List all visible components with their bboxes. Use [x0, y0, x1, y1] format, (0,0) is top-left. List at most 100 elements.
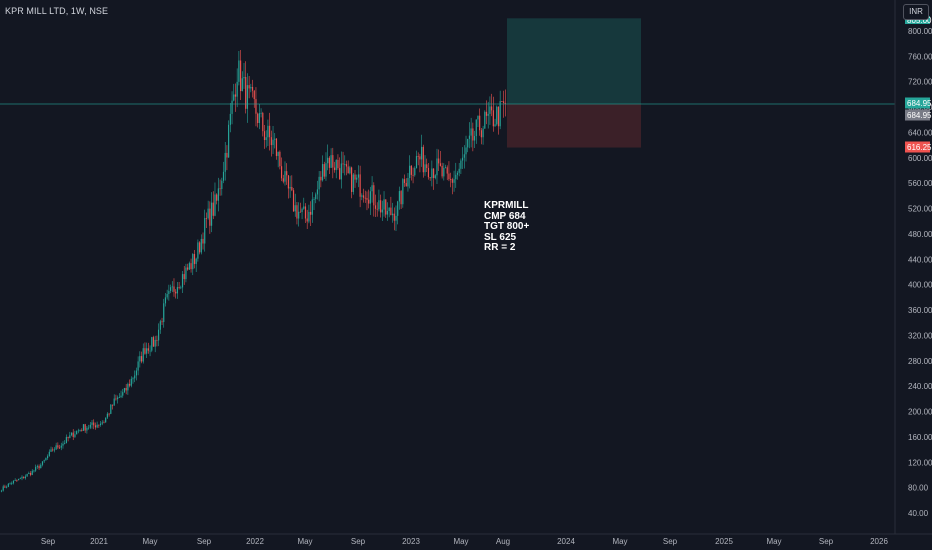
note-line-risk-reward: RR = 2: [484, 242, 516, 253]
candle-body: [262, 112, 264, 132]
candle-body: [200, 238, 202, 253]
candle-body: [243, 76, 245, 79]
candle-body: [260, 112, 262, 114]
candle-body: [480, 130, 482, 138]
candle-body: [12, 480, 15, 484]
stop-loss-zone[interactable]: [507, 103, 641, 148]
candle-body: [492, 110, 494, 127]
candle-body: [60, 445, 62, 448]
candle-body: [226, 152, 228, 158]
candle-body: [195, 258, 197, 264]
symbol-title: KPR MILL LTD, 1W, NSE: [5, 6, 109, 16]
candle-body: [154, 339, 156, 347]
note-line-target: TGT 800+: [484, 221, 530, 232]
candle-body: [378, 200, 380, 210]
candle-body: [460, 160, 462, 169]
candle-body: [330, 155, 332, 168]
candle-body: [475, 119, 477, 137]
candle-body: [158, 329, 160, 341]
price-axis[interactable]: 40.00 80.00 120.00 160.00 200.00 240.00 280.00…: [908, 27, 932, 518]
candle-body: [190, 263, 192, 270]
candle-body: [55, 445, 57, 450]
candle-body: [255, 99, 257, 114]
candle-body: [477, 115, 479, 120]
candle-body: [77, 430, 79, 432]
candle-body: [354, 174, 356, 180]
candle-body: [311, 199, 313, 215]
candle-body: [349, 167, 351, 174]
candle-body: [426, 164, 428, 169]
y-tick-label: 280.00: [908, 357, 932, 366]
candle-body: [253, 90, 255, 100]
candle-body: [62, 443, 64, 446]
candle-body: [412, 174, 414, 176]
candle-body: [4, 486, 6, 488]
candle-body: [241, 78, 243, 92]
candle-body: [185, 267, 187, 280]
candle-body: [26, 474, 28, 477]
candle-body: [98, 424, 100, 426]
candle-body: [443, 167, 445, 177]
candle-body: [373, 185, 375, 206]
candle-body: [149, 350, 151, 352]
time-axis[interactable]: Sep 2021 May Sep 2022 May Sep 2023 May Aug 2024 May…: [41, 537, 889, 546]
x-tick-label: Sep: [819, 537, 834, 546]
y-tick-label: 480.00: [908, 230, 932, 239]
candle-body: [79, 430, 81, 431]
y-tick-label: 800.00: [908, 27, 932, 36]
candle-body: [103, 422, 105, 424]
price-tag-box: [905, 141, 930, 153]
candle-body: [82, 424, 85, 431]
candle-body: [364, 197, 366, 199]
candle-body: [482, 128, 484, 138]
candle-body: [105, 417, 107, 423]
target-zone[interactable]: [507, 18, 641, 104]
candle-body: [139, 356, 141, 362]
x-tick-label: May: [612, 537, 627, 546]
candle-body: [176, 287, 178, 294]
candle-body: [7, 483, 9, 487]
y-tick-label: 200.00: [908, 408, 932, 417]
y-tick-label: 360.00: [908, 306, 932, 315]
candle-body: [132, 378, 134, 380]
candle-body: [298, 211, 300, 219]
candle-body: [209, 208, 211, 226]
candle-body: [448, 173, 450, 180]
candle-body: [267, 125, 269, 138]
candle-body: [357, 174, 360, 178]
candle-body: [337, 160, 339, 169]
currency-button[interactable]: INR: [903, 4, 929, 20]
candle-body: [381, 209, 383, 213]
candle-body: [431, 168, 433, 179]
candle-body: [14, 480, 16, 481]
candle-body: [383, 199, 385, 210]
candle-body: [110, 404, 112, 414]
candle-body: [456, 172, 459, 175]
candle-body: [494, 124, 496, 127]
candle-body: [274, 138, 276, 140]
candle-body: [467, 138, 469, 148]
candle-body: [332, 155, 334, 168]
candle-body: [234, 94, 237, 97]
candle-body: [16, 480, 18, 481]
candle-body: [335, 160, 337, 171]
candle-body: [250, 86, 252, 89]
y-tick-label: 400.00: [908, 281, 932, 290]
candle-body: [43, 460, 45, 462]
candle-body: [275, 138, 278, 156]
y-tick-label: 760.00: [908, 52, 932, 61]
candle-body: [180, 287, 182, 289]
candle-body: [280, 166, 283, 179]
candle-body: [286, 171, 288, 176]
candle-body: [294, 205, 296, 212]
y-tick-label: 80.00: [908, 484, 929, 493]
candle-body: [284, 171, 286, 182]
candle-body: [87, 427, 90, 429]
candle-body: [96, 424, 98, 428]
candle-body: [277, 151, 279, 156]
target-price-tag-box: [905, 16, 930, 24]
candle-body: [137, 361, 139, 371]
candle-body: [70, 432, 73, 436]
x-tick-label: May: [297, 537, 312, 546]
